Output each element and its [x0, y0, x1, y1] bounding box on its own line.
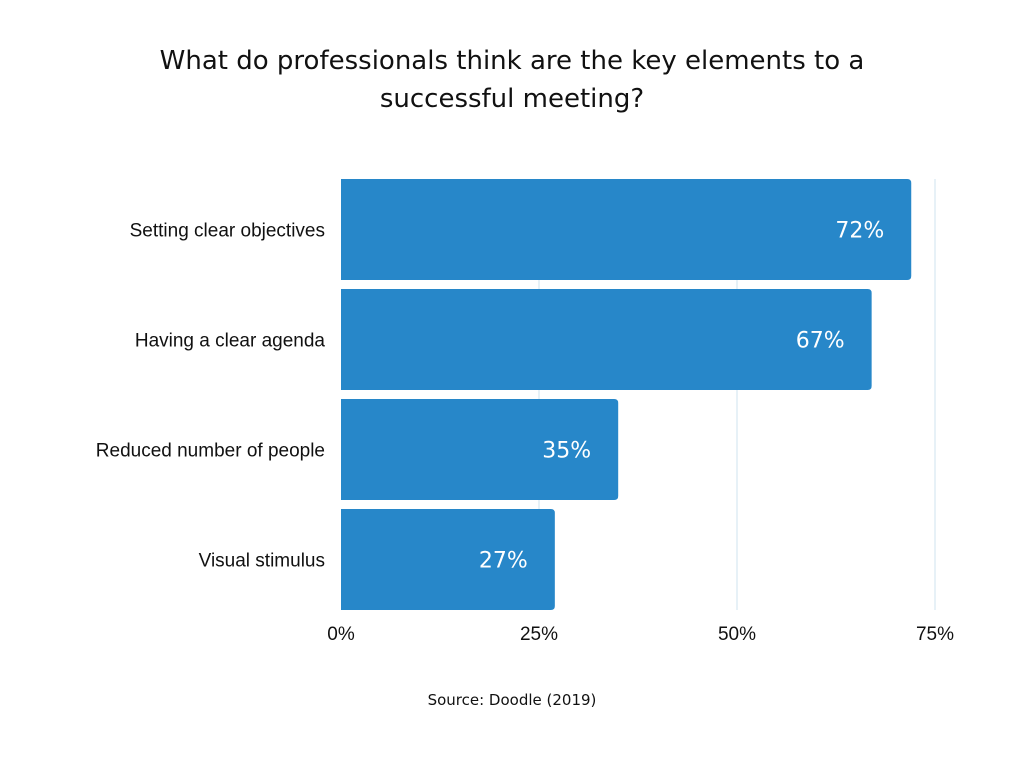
chart-title: What do professionals think are the key … — [159, 46, 865, 114]
value-labels: 72% 67% 35% 27% — [479, 219, 884, 574]
bar-1 — [341, 289, 872, 390]
x-tick-label-2: 50% — [718, 624, 756, 645]
bars — [341, 179, 912, 610]
category-label-3: Visual stimulus — [199, 551, 325, 572]
bar-0 — [341, 179, 912, 280]
category-label-1: Having a clear agenda — [135, 331, 326, 352]
value-label-3: 27% — [479, 549, 528, 574]
value-label-1: 67% — [796, 329, 845, 354]
category-label-2: Reduced number of people — [96, 441, 325, 462]
value-label-2: 35% — [542, 439, 591, 464]
x-tick-label-3: 75% — [916, 624, 954, 645]
bar-3 — [341, 509, 555, 610]
bar-2 — [341, 399, 619, 500]
value-label-0: 72% — [835, 219, 884, 244]
category-labels: Setting clear objectives Having a clear a… — [96, 221, 326, 572]
category-label-0: Setting clear objectives — [130, 221, 325, 242]
x-axis-ticks: 0% 25% 50% 75% — [327, 624, 954, 645]
x-tick-label-0: 0% — [327, 624, 355, 645]
chart-source: Source: Doodle (2019) — [427, 691, 597, 709]
x-tick-label-1: 25% — [520, 624, 558, 645]
